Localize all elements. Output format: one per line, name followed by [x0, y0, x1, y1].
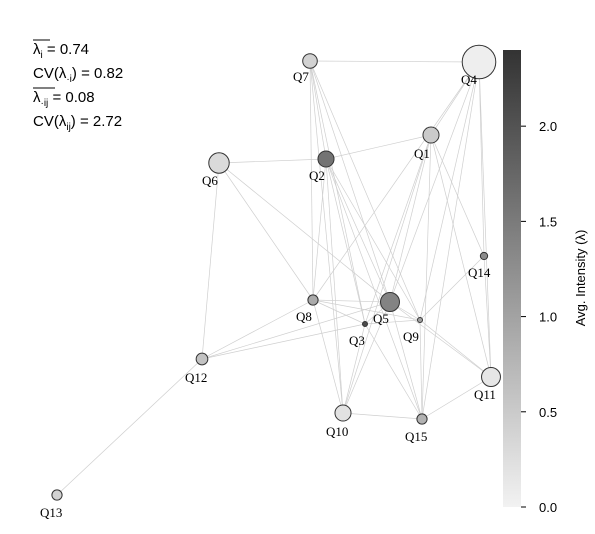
- node-q10: [334, 404, 352, 422]
- node-label-q15: Q15: [405, 429, 427, 444]
- edge-q6-q2: [218, 158, 327, 164]
- node-label-q1: Q1: [414, 146, 430, 161]
- node-q7: [302, 53, 318, 69]
- edge-q8-q3: [312, 299, 366, 325]
- edge-q6-q12: [201, 162, 220, 360]
- edge-q3-q10: [342, 323, 366, 414]
- edge-q7-q8: [309, 60, 314, 301]
- edge-q7-q4: [309, 60, 480, 63]
- colorbar-tick-label: 0.0: [539, 500, 557, 515]
- edge-q4-q15: [421, 61, 480, 420]
- edge-q1-q10: [342, 134, 432, 414]
- node-q1: [422, 126, 440, 144]
- colorbar: 0.0 0.5 1.0 1.5 2.0 Avg. Intensity (λ): [503, 50, 588, 515]
- edge-q6-q8: [218, 162, 314, 301]
- colorbar-tick-label: 2.0: [539, 119, 557, 134]
- edge-q7-q5: [309, 60, 391, 303]
- node-label-q9: Q9: [403, 329, 419, 344]
- edge-q5-q10: [342, 301, 391, 414]
- stat-mean-edge-intensity: λ·ij = 0.08: [33, 89, 95, 109]
- edge-q4-q11: [478, 61, 492, 378]
- node-label-q3: Q3: [349, 333, 365, 348]
- edge-q4-q8: [312, 61, 480, 301]
- edge-q2-q1: [325, 134, 432, 160]
- edge-q8-q10: [312, 299, 344, 414]
- edge-q9-q14: [419, 255, 485, 321]
- colorbar-gradient: [503, 50, 521, 507]
- node-q11: [481, 367, 501, 387]
- node-q8: [307, 294, 319, 306]
- edge-q2-q9: [325, 158, 421, 321]
- node-q12: [195, 352, 209, 366]
- node-label-q7: Q7: [293, 69, 309, 84]
- edge-q8-q9: [312, 299, 421, 321]
- colorbar-ticks: 0.0 0.5 1.0 1.5 2.0: [521, 119, 557, 515]
- edge-q2-q5: [325, 158, 391, 303]
- node-label-q10: Q10: [326, 424, 348, 439]
- edge-q14-q11: [483, 255, 492, 378]
- node-label-q12: Q12: [185, 370, 207, 385]
- edge-q4-q9: [419, 61, 480, 321]
- stat-cv-edge-intensity: CV(λij) = 2.72: [33, 113, 122, 133]
- edge-q3-q9: [364, 319, 421, 325]
- edge-layer: [56, 60, 492, 496]
- edge-q10-q15: [342, 412, 423, 420]
- node-label-q8: Q8: [296, 309, 312, 324]
- edge-q1-q15: [421, 134, 432, 420]
- edge-q8-q5: [312, 299, 391, 303]
- edge-q2-q10: [325, 158, 344, 414]
- stats-annotation: λi = 0.74 CV(λ·i) = 0.82 λ·ij = 0.08 CV(…: [33, 39, 123, 133]
- edge-q8-q12: [201, 299, 314, 360]
- edge-q9-q15: [419, 319, 423, 420]
- edge-q1-q5: [389, 134, 432, 303]
- node-q13: [51, 489, 63, 501]
- node-label-q11: Q11: [474, 387, 496, 402]
- edge-q2-q8: [312, 158, 327, 301]
- edge-q6-q5: [218, 162, 391, 303]
- colorbar-tick-label: 1.0: [539, 310, 557, 325]
- edge-q3-q15: [364, 323, 423, 420]
- edge-q4-q5: [389, 61, 480, 303]
- node-layer: [51, 44, 501, 501]
- node-label-q2: Q2: [309, 168, 325, 183]
- edge-q4-q14: [478, 61, 485, 257]
- colorbar-tick-label: 0.5: [539, 405, 557, 420]
- node-label-q14: Q14: [468, 265, 491, 280]
- node-q2: [317, 150, 335, 168]
- edge-q1-q11: [430, 134, 492, 378]
- edge-q9-q11: [419, 319, 492, 378]
- node-q5: [380, 292, 400, 312]
- node-label-q4: Q4: [461, 72, 477, 87]
- node-q15: [416, 413, 428, 425]
- edge-q5-q12: [201, 301, 391, 360]
- edge-q7-q9: [309, 60, 421, 321]
- edge-q7-q10: [309, 60, 344, 414]
- colorbar-title: Avg. Intensity (λ): [573, 230, 588, 327]
- node-label-layer: Q1 Q2 Q3 Q4 Q5 Q6 Q7 Q8 Q9 Q10 Q11 Q12 Q13 Q14 Q15: [40, 69, 496, 520]
- node-label-q6: Q6: [202, 173, 218, 188]
- edge-q12-q3: [201, 323, 366, 360]
- node-label-q5: Q5: [373, 311, 389, 326]
- colorbar-tick-label: 1.5: [539, 214, 557, 229]
- edge-q1-q3: [364, 134, 432, 325]
- stat-mean-node-intensity: λi = 0.74: [33, 41, 89, 61]
- edge-q12-q13: [56, 358, 203, 496]
- node-q6: [208, 152, 230, 174]
- node-q3: [362, 321, 368, 327]
- node-q14: [479, 251, 489, 261]
- stat-cv-node-intensity: CV(λ·i) = 0.82: [33, 65, 123, 85]
- edge-q15-q11: [421, 376, 492, 420]
- edge-q7-q3: [309, 60, 366, 325]
- edge-q5-q11: [389, 301, 492, 378]
- edge-q7-q2: [309, 60, 327, 160]
- edge-q2-q3: [325, 158, 366, 325]
- node-q9: [417, 317, 423, 323]
- node-q4: [461, 44, 497, 80]
- edge-q2-q15: [325, 158, 423, 420]
- node-label-q13: Q13: [40, 505, 62, 520]
